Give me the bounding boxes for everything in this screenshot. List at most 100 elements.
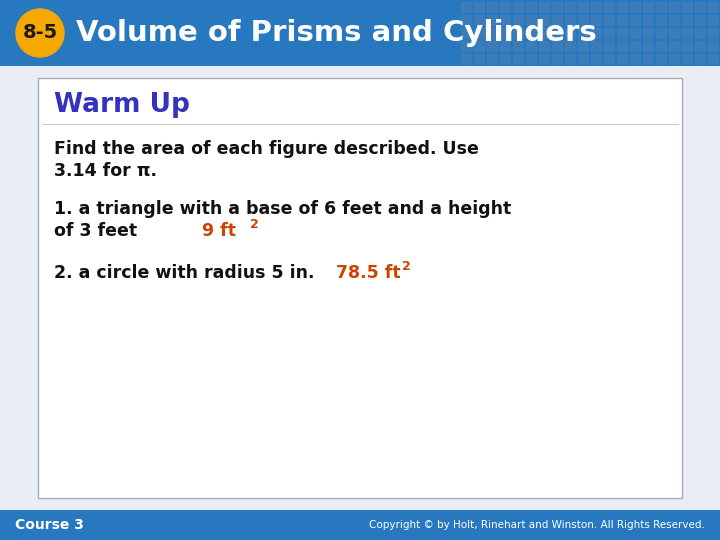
Bar [487,41,498,52]
Bar [539,54,550,65]
Bar [513,41,524,52]
Bar [526,2,537,13]
Text: 1. a triangle with a base of 6 feet and a height: 1. a triangle with a base of 6 feet and … [54,200,511,218]
Bar [669,15,680,26]
Bar [539,41,550,52]
Bar [552,2,563,13]
Bar [500,54,511,65]
Bar [487,15,498,26]
Bar [617,2,628,13]
Bar [643,54,654,65]
Bar [604,41,615,52]
Bar [474,2,485,13]
Bar [708,54,719,65]
Text: 2: 2 [402,260,410,273]
Bar [695,2,706,13]
Bar [539,28,550,39]
Bar [513,28,524,39]
Bar [630,28,641,39]
Bar [708,41,719,52]
Text: Copyright © by Holt, Rinehart and Winston. All Rights Reserved.: Copyright © by Holt, Rinehart and Winsto… [369,520,705,530]
Bar [487,2,498,13]
Bar [682,41,693,52]
Bar [695,41,706,52]
Bar [617,28,628,39]
Text: 2. a circle with radius 5 in.: 2. a circle with radius 5 in. [54,264,315,282]
Text: 8-5: 8-5 [22,24,58,43]
Bar [552,41,563,52]
Circle shape [16,9,64,57]
Bar [708,28,719,39]
Text: Course 3: Course 3 [15,518,84,532]
Bar [695,28,706,39]
Bar [513,54,524,65]
Bar [526,28,537,39]
Bar [526,41,537,52]
Bar [630,15,641,26]
Bar [552,54,563,65]
Bar [695,54,706,65]
Bar [500,2,511,13]
Bar [487,54,498,65]
Bar [604,54,615,65]
Bar [669,54,680,65]
Bar [565,41,576,52]
Bar [682,28,693,39]
Bar [461,41,472,52]
Text: 78.5 ft: 78.5 ft [336,264,400,282]
Bar [526,54,537,65]
Bar [461,54,472,65]
Bar [565,15,576,26]
Bar [656,54,667,65]
Text: Volume of Prisms and Cylinders: Volume of Prisms and Cylinders [76,19,597,47]
Bar [669,28,680,39]
Bar [539,2,550,13]
Bar [708,15,719,26]
Text: 2: 2 [250,218,258,231]
Bar [630,41,641,52]
Bar [682,2,693,13]
Text: Find the area of each figure described. Use: Find the area of each figure described. … [54,140,479,158]
Bar [591,28,602,39]
Text: 9 ft: 9 ft [202,222,236,240]
Text: 3.14 for π.: 3.14 for π. [54,162,157,180]
Bar [591,15,602,26]
Bar [617,54,628,65]
Bar [565,28,576,39]
Bar [500,41,511,52]
Bar [617,15,628,26]
Bar [682,15,693,26]
Bar [682,54,693,65]
Bar [526,15,537,26]
Text: Warm Up: Warm Up [54,92,190,118]
Bar [643,28,654,39]
Bar [461,2,472,13]
Bar [591,54,602,65]
Bar [461,15,472,26]
Bar [513,2,524,13]
Bar [578,15,589,26]
Bar [617,41,628,52]
Bar [0,510,720,540]
Bar [565,54,576,65]
Text: of 3 feet: of 3 feet [54,222,137,240]
Bar [695,15,706,26]
Bar [591,2,602,13]
Bar [643,41,654,52]
Bar [500,28,511,39]
Bar [513,15,524,26]
Bar [630,2,641,13]
Bar [656,15,667,26]
Bar [578,28,589,39]
Bar [474,15,485,26]
FancyBboxPatch shape [38,78,682,498]
Bar [643,2,654,13]
Bar [474,54,485,65]
Bar [643,15,654,26]
Bar [669,41,680,52]
Bar [461,28,472,39]
Bar [591,41,602,52]
Bar [552,15,563,26]
Bar [578,2,589,13]
Bar [656,41,667,52]
